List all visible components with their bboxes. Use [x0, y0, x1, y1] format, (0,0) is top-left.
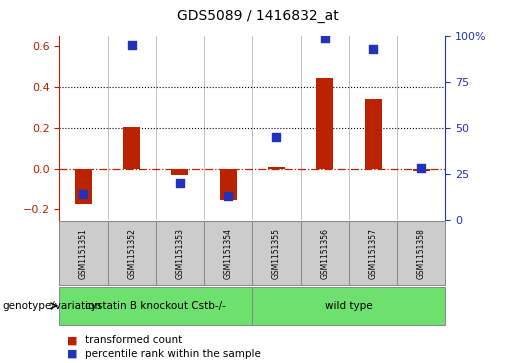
Bar [75, 169, 92, 204]
Text: GSM1151353: GSM1151353 [176, 228, 184, 279]
Text: GSM1151351: GSM1151351 [79, 228, 88, 279]
Bar [365, 99, 382, 169]
Bar [316, 78, 333, 169]
Text: GSM1151355: GSM1151355 [272, 228, 281, 279]
Text: GSM1151358: GSM1151358 [417, 228, 426, 279]
Point [321, 35, 329, 41]
Text: ■: ■ [67, 335, 77, 346]
Point [79, 191, 88, 197]
Point [369, 46, 377, 52]
Text: wild type: wild type [325, 301, 373, 311]
Point [224, 193, 232, 199]
Text: transformed count: transformed count [85, 335, 182, 346]
Bar [171, 169, 188, 175]
Text: ■: ■ [67, 349, 77, 359]
Text: percentile rank within the sample: percentile rank within the sample [85, 349, 261, 359]
Text: GSM1151354: GSM1151354 [224, 228, 233, 279]
Point [272, 134, 281, 140]
Point [128, 42, 136, 48]
Text: GSM1151352: GSM1151352 [127, 228, 136, 279]
Bar [123, 127, 140, 169]
Text: GDS5089 / 1416832_at: GDS5089 / 1416832_at [177, 9, 338, 23]
Bar [268, 167, 285, 169]
Bar [220, 169, 237, 200]
Text: genotype/variation: genotype/variation [3, 301, 101, 311]
Bar [413, 169, 430, 171]
Text: cystatin B knockout Cstb-/-: cystatin B knockout Cstb-/- [85, 301, 226, 311]
Point [176, 180, 184, 186]
Point [417, 166, 425, 171]
Text: GSM1151356: GSM1151356 [320, 228, 329, 279]
Text: GSM1151357: GSM1151357 [369, 228, 377, 279]
